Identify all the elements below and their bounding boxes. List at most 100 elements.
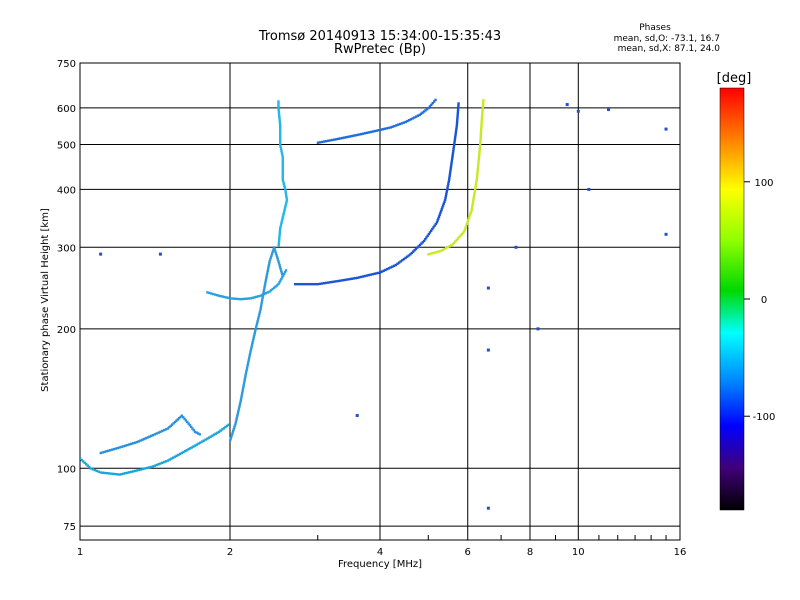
data-point <box>433 224 436 227</box>
data-point <box>252 337 255 340</box>
data-point <box>279 124 282 127</box>
data-point <box>469 213 472 216</box>
data-point <box>282 180 285 183</box>
data-point <box>103 450 106 454</box>
data-point <box>279 225 282 228</box>
data-point <box>413 116 416 119</box>
data-point <box>235 416 239 420</box>
data-point <box>277 242 281 245</box>
data-point <box>247 360 250 364</box>
data-point <box>467 218 470 222</box>
data-point <box>454 132 457 135</box>
data-point <box>180 451 184 455</box>
data-point <box>331 280 334 284</box>
data-point <box>383 127 386 131</box>
data-point <box>454 134 457 137</box>
data-point <box>514 245 518 249</box>
data-point <box>278 265 282 269</box>
data-point <box>238 405 241 408</box>
data-point <box>664 232 668 236</box>
data-point <box>234 422 237 425</box>
data-point <box>264 279 268 282</box>
data-point <box>89 467 92 470</box>
data-point <box>312 282 315 286</box>
data-point <box>281 178 284 182</box>
data-point <box>253 331 257 335</box>
data-point <box>348 277 352 281</box>
chart-subtitle: RwPretec (Bp) <box>334 42 426 57</box>
data-point <box>239 401 242 404</box>
data-point <box>233 297 236 300</box>
data-point <box>446 186 449 190</box>
data-point <box>277 240 281 243</box>
data-point <box>177 453 180 457</box>
data-point <box>449 170 452 174</box>
data-point <box>420 242 423 245</box>
data-point <box>278 234 281 238</box>
data-point <box>392 264 396 268</box>
data-point <box>281 167 284 170</box>
data-point <box>269 258 272 261</box>
data-point <box>279 147 283 151</box>
data-point <box>281 171 284 174</box>
data-point <box>481 105 485 108</box>
data-point <box>231 429 235 433</box>
data-point <box>261 298 264 302</box>
data-point <box>421 111 424 114</box>
data-point <box>243 378 246 381</box>
data-point <box>268 290 271 293</box>
data-point <box>473 192 476 195</box>
data-point <box>93 468 96 472</box>
data-point <box>278 236 281 240</box>
data-point <box>427 106 430 110</box>
data-point <box>344 136 348 139</box>
y-axis-label: Stationary phase Virtual Height [km] <box>40 208 51 392</box>
data-point <box>260 302 263 306</box>
data-point <box>441 204 445 207</box>
data-point <box>241 297 244 301</box>
data-point <box>259 304 263 308</box>
data-point <box>86 464 89 467</box>
data-point <box>143 467 147 470</box>
data-point <box>472 196 476 199</box>
data-point <box>481 107 484 110</box>
data-point <box>281 176 284 180</box>
data-point <box>171 423 174 426</box>
data-point <box>399 260 402 263</box>
data-point <box>329 139 332 142</box>
data-point <box>455 128 458 131</box>
data-point <box>147 466 151 469</box>
data-point <box>456 118 459 121</box>
data-point <box>339 279 342 282</box>
data-point <box>443 247 446 251</box>
data-point <box>195 443 198 446</box>
data-point <box>173 455 177 458</box>
data-point <box>460 233 463 236</box>
data-point <box>155 432 158 435</box>
data-point <box>387 267 391 270</box>
data-point <box>369 273 372 276</box>
data-point <box>155 463 158 467</box>
data-point <box>283 184 286 187</box>
data-point <box>448 174 451 178</box>
data-point <box>256 320 259 323</box>
data-point <box>285 196 288 200</box>
data-point <box>161 461 164 464</box>
data-point <box>238 403 242 406</box>
data-point <box>284 188 287 191</box>
data-point <box>346 135 350 139</box>
data-point <box>448 244 451 248</box>
data-point <box>453 138 457 141</box>
data-point <box>233 426 236 429</box>
data-point <box>279 130 282 133</box>
data-point <box>133 441 137 444</box>
data-point <box>486 348 490 352</box>
data-point <box>445 246 448 250</box>
data-point <box>116 473 119 476</box>
data-point <box>536 327 540 331</box>
axis-ticks: 1 2 4 6 8 10 16 75 100 200 300 400 500 600 750 <box>57 59 686 558</box>
data-point <box>298 282 301 286</box>
data-point <box>474 182 478 185</box>
data-point <box>247 297 251 300</box>
data-point <box>453 241 456 244</box>
